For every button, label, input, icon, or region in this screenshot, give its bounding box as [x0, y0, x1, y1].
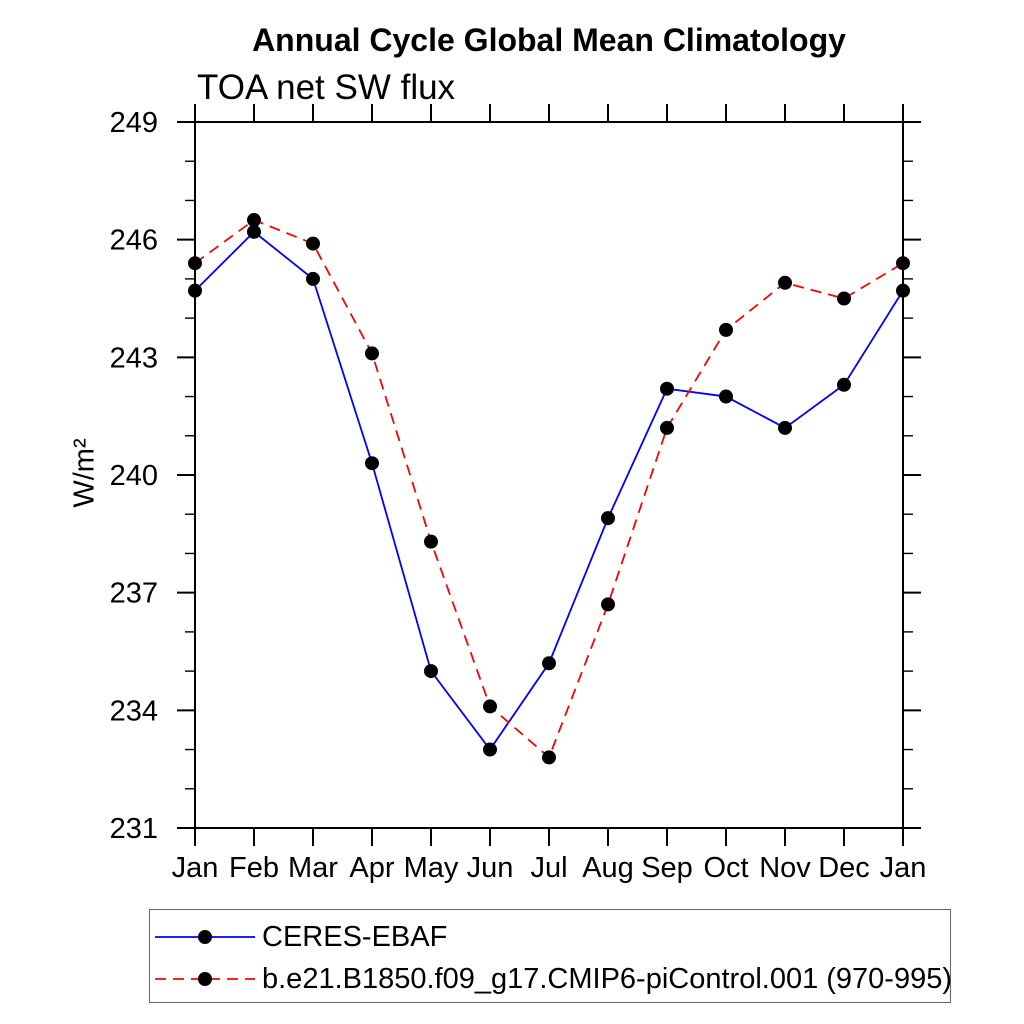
data-point-marker-0 — [365, 456, 379, 471]
legend-item-ceres-ebaf: CERES-EBAF — [153, 917, 447, 957]
legend-label-model: b.e21.B1850.f09_g17.CMIP6-piControl.001 … — [262, 962, 953, 995]
x-tick-label: Jan — [172, 852, 219, 884]
data-point-marker-0 — [424, 664, 438, 679]
x-tick-label: Apr — [349, 852, 394, 884]
y-tick-label: 246 — [110, 225, 158, 257]
data-point-marker-1 — [896, 256, 910, 271]
data-point-marker-1 — [660, 420, 674, 435]
legend-line-sample-dashed — [155, 972, 255, 986]
x-tick-label: May — [404, 852, 459, 884]
y-tick-label: 243 — [110, 342, 158, 374]
data-point-marker-0 — [660, 381, 674, 396]
data-point-marker-0 — [247, 224, 261, 239]
data-point-marker-0 — [601, 511, 615, 526]
data-point-marker-1 — [365, 346, 379, 361]
data-point-marker-0 — [778, 420, 792, 435]
chart-title: Annual Cycle Global Mean Climatology — [252, 22, 846, 58]
x-tick-label: Sep — [641, 852, 693, 884]
x-tick-label: Dec — [818, 852, 870, 884]
data-point-marker-0 — [483, 742, 497, 757]
x-tick-label: Nov — [759, 852, 811, 884]
x-tick-label: Mar — [288, 852, 338, 884]
y-tick-label: 231 — [110, 813, 158, 845]
x-tick-label: Jun — [467, 852, 514, 884]
chart-subtitle: TOA net SW flux — [197, 68, 456, 107]
series-line-0 — [194, 230, 904, 752]
data-point-marker-1 — [778, 275, 792, 290]
x-tick-label: Jul — [530, 852, 567, 884]
data-point-marker-1 — [188, 256, 202, 271]
y-tick-label: 237 — [110, 578, 158, 610]
data-point-marker-1 — [306, 236, 320, 251]
legend-marker-dot-icon — [198, 972, 212, 986]
data-point-marker-0 — [896, 283, 910, 298]
data-point-marker-1 — [483, 699, 497, 714]
data-point-marker-0 — [188, 283, 202, 298]
data-point-marker-1 — [542, 750, 556, 765]
plot-frame — [194, 121, 904, 829]
legend-marker-dot-icon — [198, 930, 212, 944]
data-point-marker-1 — [601, 597, 615, 612]
data-point-marker-1 — [719, 322, 733, 337]
data-point-marker-0 — [306, 271, 320, 286]
x-tick-label: Oct — [703, 852, 748, 884]
data-point-marker-1 — [424, 534, 438, 549]
x-tick-label: Feb — [229, 852, 279, 884]
legend-label-ceres-ebaf: CERES-EBAF — [262, 920, 448, 953]
data-point-marker-0 — [719, 389, 733, 404]
data-point-marker-0 — [837, 377, 851, 392]
y-tick-label: 249 — [110, 107, 158, 139]
legend-line-sample-solid — [155, 930, 255, 944]
series-line-1 — [194, 219, 904, 759]
legend: CERES-EBAF b.e21.B1850.f09_g17.CMIP6-piC… — [149, 909, 952, 1003]
x-tick-label: Aug — [582, 852, 634, 884]
x-tick-label: Jan — [880, 852, 927, 884]
y-tick-label: 234 — [110, 695, 158, 727]
data-point-marker-1 — [837, 291, 851, 306]
legend-item-model: b.e21.B1850.f09_g17.CMIP6-piControl.001 … — [153, 959, 952, 999]
data-point-marker-1 — [247, 213, 261, 228]
data-point-marker-0 — [542, 656, 556, 671]
y-tick-label: 240 — [110, 460, 158, 492]
